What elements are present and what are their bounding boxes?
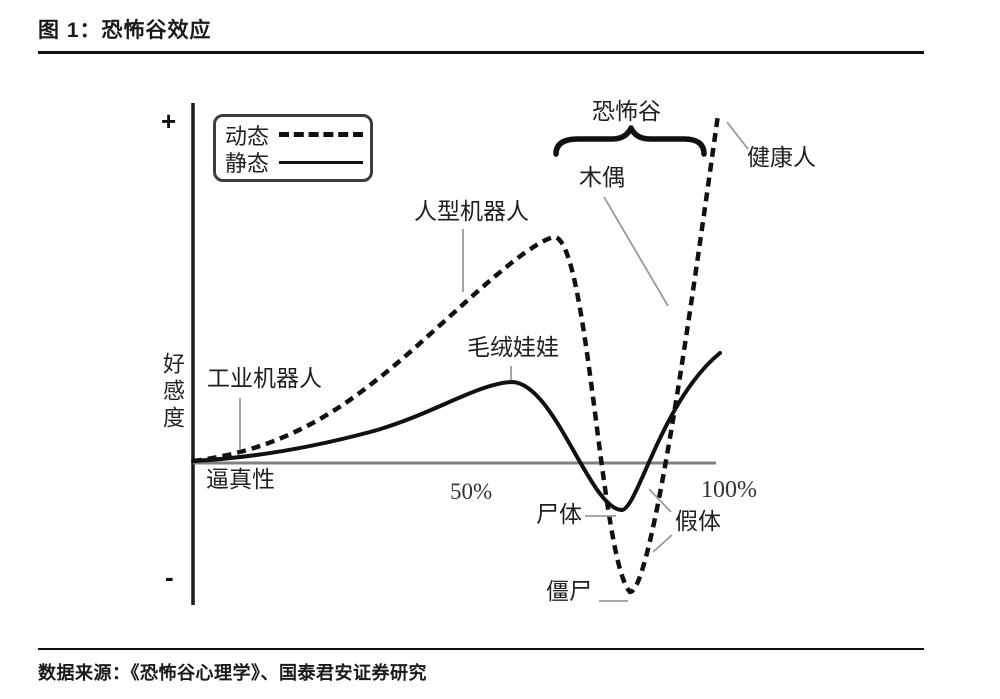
uncanny-valley-brace	[553, 125, 707, 157]
y-axis-label: 好感度	[160, 352, 185, 433]
dashed-line-sample	[279, 132, 363, 137]
data-source-text: 数据来源：《恐怖谷心理学》、国泰君安证券研究	[38, 663, 427, 683]
x-tick-50: 50%	[450, 479, 493, 504]
annotation-corpse: 尸体	[536, 502, 582, 527]
legend-item-static: 静态	[225, 149, 370, 176]
puppet-leader-line	[603, 196, 669, 307]
footer-divider	[38, 648, 924, 650]
y-axis-minus-sign: -	[165, 562, 174, 592]
dynamic-curve	[192, 114, 721, 595]
prosthetic-lower-leader-line	[652, 534, 673, 553]
annotation-humanoid-robot: 人型机器人	[414, 199, 529, 224]
legend-item-dynamic: 动态	[225, 122, 370, 149]
annotation-healthy-person: 健康人	[747, 145, 816, 170]
title-divider	[38, 51, 924, 54]
legend: 动态 静态	[213, 114, 373, 182]
annotation-prosthetic: 假体	[675, 509, 721, 534]
prosthetic-upper-leader-line	[648, 488, 672, 513]
annotation-puppet: 木偶	[579, 165, 625, 190]
page-title: 图 1：恐怖谷效应	[38, 19, 212, 42]
annotation-industrial-robot: 工业机器人	[207, 366, 322, 391]
legend-label-static: 静态	[225, 150, 270, 176]
healthy-person-leader-line	[726, 121, 749, 150]
x-axis-label: 逼真性	[206, 467, 275, 492]
y-axis-plus-sign: +	[161, 106, 177, 136]
annotation-zombie: 僵尸	[546, 579, 592, 604]
solid-line-sample	[279, 161, 363, 164]
annotation-stuffed-doll: 毛绒娃娃	[467, 335, 559, 360]
x-tick-100: 100%	[701, 477, 757, 503]
static-curve	[191, 351, 722, 513]
annotation-uncanny-valley: 恐怖谷	[592, 99, 661, 124]
legend-label-dynamic: 动态	[225, 123, 270, 149]
